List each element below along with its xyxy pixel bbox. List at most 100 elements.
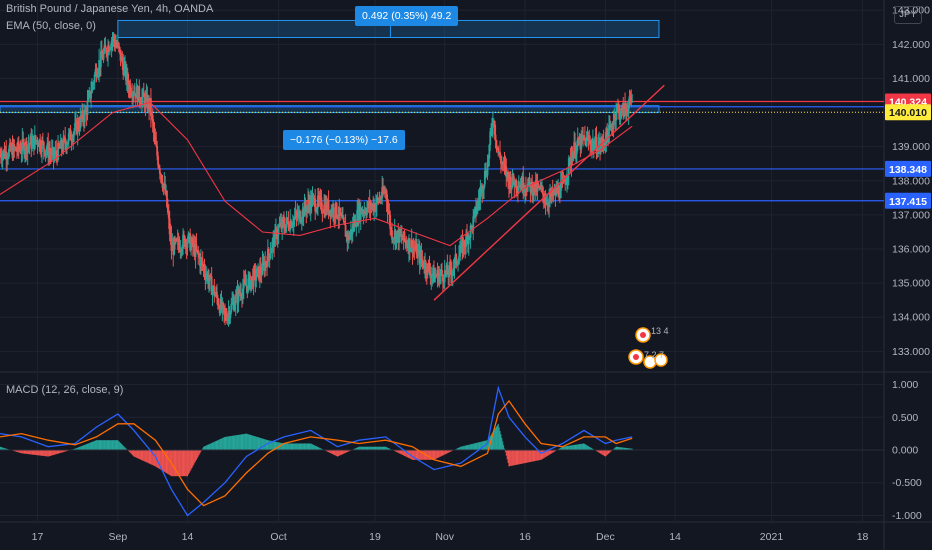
candle-body xyxy=(336,216,339,218)
candle-body xyxy=(156,146,159,156)
chart-title: British Pound / Japanese Yen, 4h, OANDA xyxy=(6,3,214,15)
candle-body xyxy=(250,280,252,289)
candle-body xyxy=(142,91,145,97)
candle-body xyxy=(58,142,60,148)
ema-legend[interactable]: EMA (50, close, 0) xyxy=(6,20,96,32)
candle-body xyxy=(209,275,212,277)
candle-body xyxy=(469,225,472,238)
candle-body xyxy=(311,197,314,206)
candle-body xyxy=(537,184,540,186)
candle-body xyxy=(254,270,257,281)
candle-body xyxy=(464,246,467,248)
candle-body xyxy=(23,142,26,155)
price-badge-label: 140.010 xyxy=(889,107,927,119)
candle-body xyxy=(441,274,444,282)
candle-body xyxy=(261,262,264,275)
candle-body xyxy=(200,258,202,267)
candle-body xyxy=(34,135,37,141)
candle-body xyxy=(207,274,209,284)
candle-body xyxy=(247,278,250,292)
candle-body xyxy=(532,192,534,196)
candle-body xyxy=(83,109,86,122)
candle-body xyxy=(624,103,626,109)
candle-body xyxy=(335,202,338,217)
macd-tick-label: 1.000 xyxy=(892,379,918,391)
candle-body xyxy=(478,198,481,200)
candle-body xyxy=(540,185,543,188)
candle-body xyxy=(12,144,15,159)
candle-body xyxy=(487,158,490,162)
candle-body xyxy=(286,217,289,222)
candle-body xyxy=(201,260,204,266)
measure-label-lower[interactable]: −0.176 (−0.13%) −17.6 xyxy=(283,130,405,150)
candle-body xyxy=(240,292,242,297)
candle-body xyxy=(486,161,489,176)
candle-body xyxy=(496,146,499,149)
event-markers[interactable]: 13 4 7 2 7 xyxy=(628,326,669,369)
candle-body xyxy=(198,254,201,257)
candle-body xyxy=(522,176,525,192)
candle-body xyxy=(15,147,17,151)
candle-body xyxy=(213,286,216,297)
candle-body xyxy=(283,221,285,228)
candle-body xyxy=(274,229,276,247)
candle-body xyxy=(489,131,492,145)
candle-body xyxy=(269,253,272,259)
candle-body xyxy=(439,273,442,276)
candle-body xyxy=(230,303,233,313)
candle-body xyxy=(151,114,154,123)
candle-body xyxy=(583,137,586,139)
time-axis: 17 Sep 14 Oct 19 Nov 16 Dec 14 2021 18 xyxy=(32,531,869,543)
candle-body xyxy=(606,128,609,136)
currency-button[interactable]: JPY xyxy=(894,6,922,24)
candle-body xyxy=(90,93,92,99)
candle-body xyxy=(453,258,456,268)
candle-body xyxy=(20,151,23,153)
candle-body xyxy=(233,304,236,311)
candle-body xyxy=(195,244,198,250)
macd-legend[interactable]: MACD (12, 26, close, 9) xyxy=(6,384,124,396)
event-marker-icon[interactable] xyxy=(654,353,668,367)
candle-body xyxy=(170,236,173,251)
price-tick-label: 136.000 xyxy=(892,244,930,256)
candle-body xyxy=(22,139,25,143)
measure-label-upper[interactable]: 0.492 (0.35%) 49.2 xyxy=(355,6,459,26)
candle-body xyxy=(631,101,634,103)
candle-body xyxy=(355,226,358,228)
candle-body xyxy=(225,314,227,319)
candle-body xyxy=(189,233,192,251)
price-tick-label: 137.000 xyxy=(892,209,930,221)
candle-body xyxy=(13,144,16,149)
candle-body xyxy=(448,265,451,278)
candle-body xyxy=(465,234,468,247)
candle-body xyxy=(244,281,247,286)
candle-body xyxy=(399,229,401,236)
candle-body xyxy=(154,135,157,144)
candle-body xyxy=(158,165,160,169)
candle-body xyxy=(390,228,393,231)
candle-body xyxy=(446,265,449,275)
candle-body xyxy=(277,226,280,235)
candle-body xyxy=(395,233,398,243)
candle-body xyxy=(500,157,502,164)
candle-body xyxy=(400,234,403,239)
candle-body xyxy=(617,106,619,108)
candle-body xyxy=(266,248,269,267)
candle-body xyxy=(74,123,76,131)
candle-body xyxy=(364,210,367,214)
candle-body xyxy=(416,250,419,258)
candle-body xyxy=(190,243,192,251)
candle-body xyxy=(608,124,610,142)
candle-body xyxy=(572,151,575,162)
candle-body xyxy=(92,82,95,84)
candle-body xyxy=(605,128,608,146)
candle-body xyxy=(21,139,24,152)
candle-body xyxy=(316,208,318,212)
candle-body xyxy=(211,289,214,295)
candle-body xyxy=(252,269,255,287)
trend-line[interactable] xyxy=(433,84,665,301)
candle-body xyxy=(6,158,9,160)
candle-body xyxy=(313,197,316,199)
price-badge-label: 137.415 xyxy=(889,196,927,208)
